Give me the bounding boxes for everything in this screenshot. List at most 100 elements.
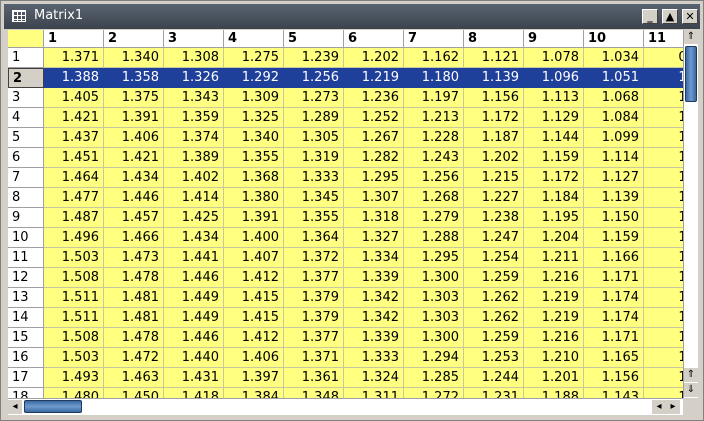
row-header[interactable]: 17	[8, 368, 44, 388]
matrix-cell[interactable]: 1.162	[404, 48, 464, 68]
matrix-cell[interactable]: 1.096	[524, 68, 584, 88]
matrix-cell[interactable]: 1.215	[464, 168, 524, 188]
matrix-cell[interactable]: 1.0	[644, 108, 683, 128]
matrix-cell[interactable]: 1.379	[284, 308, 344, 328]
matrix-cell[interactable]: 1.450	[104, 388, 164, 398]
matrix-cell[interactable]: 1.254	[464, 248, 524, 268]
arrow-down-icon[interactable]: ⇓	[684, 383, 698, 397]
matrix-cell[interactable]: 1.325	[224, 108, 284, 128]
matrix-cell[interactable]: 1.285	[404, 368, 464, 388]
row-header[interactable]: 5	[8, 128, 44, 148]
row-header[interactable]: 1	[8, 48, 44, 68]
matrix-cell[interactable]: 1.174	[584, 308, 644, 328]
matrix-cell[interactable]: 1.412	[224, 328, 284, 348]
title-bar[interactable]: Matrix1 _ ▲ ✕	[4, 4, 700, 29]
matrix-cell[interactable]: 1.273	[284, 88, 344, 108]
matrix-cell[interactable]: 1.1	[644, 288, 683, 308]
horizontal-scrollbar[interactable]: ◂ ◂ ▸	[8, 398, 683, 415]
row-header[interactable]: 15	[8, 328, 44, 348]
matrix-cell[interactable]: 1.414	[164, 188, 224, 208]
row-header[interactable]: 18	[8, 388, 44, 398]
arrow-up-icon[interactable]: ⇑	[684, 30, 698, 44]
matrix-cell[interactable]: 1.0	[644, 168, 683, 188]
matrix-cell[interactable]: 1.440	[164, 348, 224, 368]
matrix-cell[interactable]: 1.156	[464, 88, 524, 108]
matrix-cell[interactable]: 1.305	[284, 128, 344, 148]
matrix-cell[interactable]: 1.406	[224, 348, 284, 368]
column-header[interactable]: 2	[104, 30, 164, 48]
matrix-cell[interactable]: 1.150	[584, 208, 644, 228]
column-header[interactable]: 6	[344, 30, 404, 48]
matrix-cell[interactable]: 1.279	[404, 208, 464, 228]
matrix-cell[interactable]: 1.184	[524, 188, 584, 208]
matrix-cell[interactable]: 1.377	[284, 328, 344, 348]
matrix-cell[interactable]: 1.159	[524, 148, 584, 168]
matrix-cell[interactable]: 1.243	[404, 148, 464, 168]
matrix-cell[interactable]: 1.211	[524, 248, 584, 268]
matrix-cell[interactable]: 1.180	[404, 68, 464, 88]
matrix-cell[interactable]: 1.129	[524, 108, 584, 128]
matrix-cell[interactable]: 1.446	[164, 268, 224, 288]
matrix-cell[interactable]: 1.374	[164, 128, 224, 148]
matrix-cell[interactable]: 1.1	[644, 268, 683, 288]
matrix-cell[interactable]: 0.9	[644, 48, 683, 68]
matrix-cell[interactable]: 1.421	[44, 108, 104, 128]
matrix-cell[interactable]: 1.171	[584, 328, 644, 348]
matrix-cell[interactable]: 1.361	[284, 368, 344, 388]
arrow-left-icon[interactable]: ◂	[8, 400, 22, 414]
matrix-cell[interactable]: 1.391	[104, 108, 164, 128]
matrix-cell[interactable]: 1.289	[284, 108, 344, 128]
matrix-cell[interactable]: 1.0	[644, 128, 683, 148]
matrix-cell[interactable]: 1.268	[404, 188, 464, 208]
matrix-cell[interactable]: 1.406	[104, 128, 164, 148]
matrix-cell[interactable]: 1.342	[344, 308, 404, 328]
matrix-cell[interactable]: 1.121	[464, 48, 524, 68]
matrix-cell[interactable]: 1.508	[44, 328, 104, 348]
matrix-cell[interactable]: 1.1	[644, 208, 683, 228]
matrix-cell[interactable]: 1.309	[224, 88, 284, 108]
matrix-cell[interactable]: 1.0	[644, 88, 683, 108]
matrix-cell[interactable]: 1.174	[584, 288, 644, 308]
column-header[interactable]: 10	[584, 30, 644, 48]
matrix-cell[interactable]: 1.511	[44, 308, 104, 328]
row-header[interactable]: 7	[8, 168, 44, 188]
matrix-cell[interactable]: 1.068	[584, 88, 644, 108]
matrix-cell[interactable]: 1.139	[584, 188, 644, 208]
matrix-cell[interactable]: 1.437	[44, 128, 104, 148]
column-header[interactable]: 4	[224, 30, 284, 48]
matrix-cell[interactable]: 1.295	[404, 248, 464, 268]
row-header[interactable]: 16	[8, 348, 44, 368]
matrix-cell[interactable]: 1.171	[584, 268, 644, 288]
horizontal-scroll-thumb[interactable]	[24, 400, 82, 413]
row-header[interactable]: 13	[8, 288, 44, 308]
matrix-cell[interactable]: 1.127	[584, 168, 644, 188]
matrix-cell[interactable]: 1.451	[44, 148, 104, 168]
matrix-cell[interactable]: 1.244	[464, 368, 524, 388]
column-header[interactable]: 7	[404, 30, 464, 48]
matrix-cell[interactable]: 1.434	[104, 168, 164, 188]
column-header[interactable]: 5	[284, 30, 344, 48]
matrix-cell[interactable]: 1.364	[284, 228, 344, 248]
matrix-cell[interactable]: 1.446	[164, 328, 224, 348]
row-header[interactable]: 8	[8, 188, 44, 208]
matrix-cell[interactable]: 1.375	[104, 88, 164, 108]
matrix-cell[interactable]: 1.415	[224, 308, 284, 328]
matrix-cell[interactable]: 1.380	[224, 188, 284, 208]
matrix-cell[interactable]: 1.318	[344, 208, 404, 228]
matrix-cell[interactable]: 1.099	[584, 128, 644, 148]
vertical-scroll-thumb[interactable]	[685, 46, 697, 102]
matrix-cell[interactable]: 1.256	[404, 168, 464, 188]
matrix-cell[interactable]: 1.1	[644, 368, 683, 388]
matrix-cell[interactable]: 1.477	[44, 188, 104, 208]
row-header[interactable]: 11	[8, 248, 44, 268]
matrix-cell[interactable]: 1.355	[224, 148, 284, 168]
matrix-cell[interactable]: 1.288	[404, 228, 464, 248]
matrix-cell[interactable]: 1.303	[404, 308, 464, 328]
matrix-cell[interactable]: 1.262	[464, 308, 524, 328]
matrix-cell[interactable]: 1.252	[344, 108, 404, 128]
row-header[interactable]: 3	[8, 88, 44, 108]
row-header[interactable]: 14	[8, 308, 44, 328]
matrix-cell[interactable]: 1.397	[224, 368, 284, 388]
matrix-cell[interactable]: 1.0	[644, 148, 683, 168]
matrix-cell[interactable]: 1.412	[224, 268, 284, 288]
